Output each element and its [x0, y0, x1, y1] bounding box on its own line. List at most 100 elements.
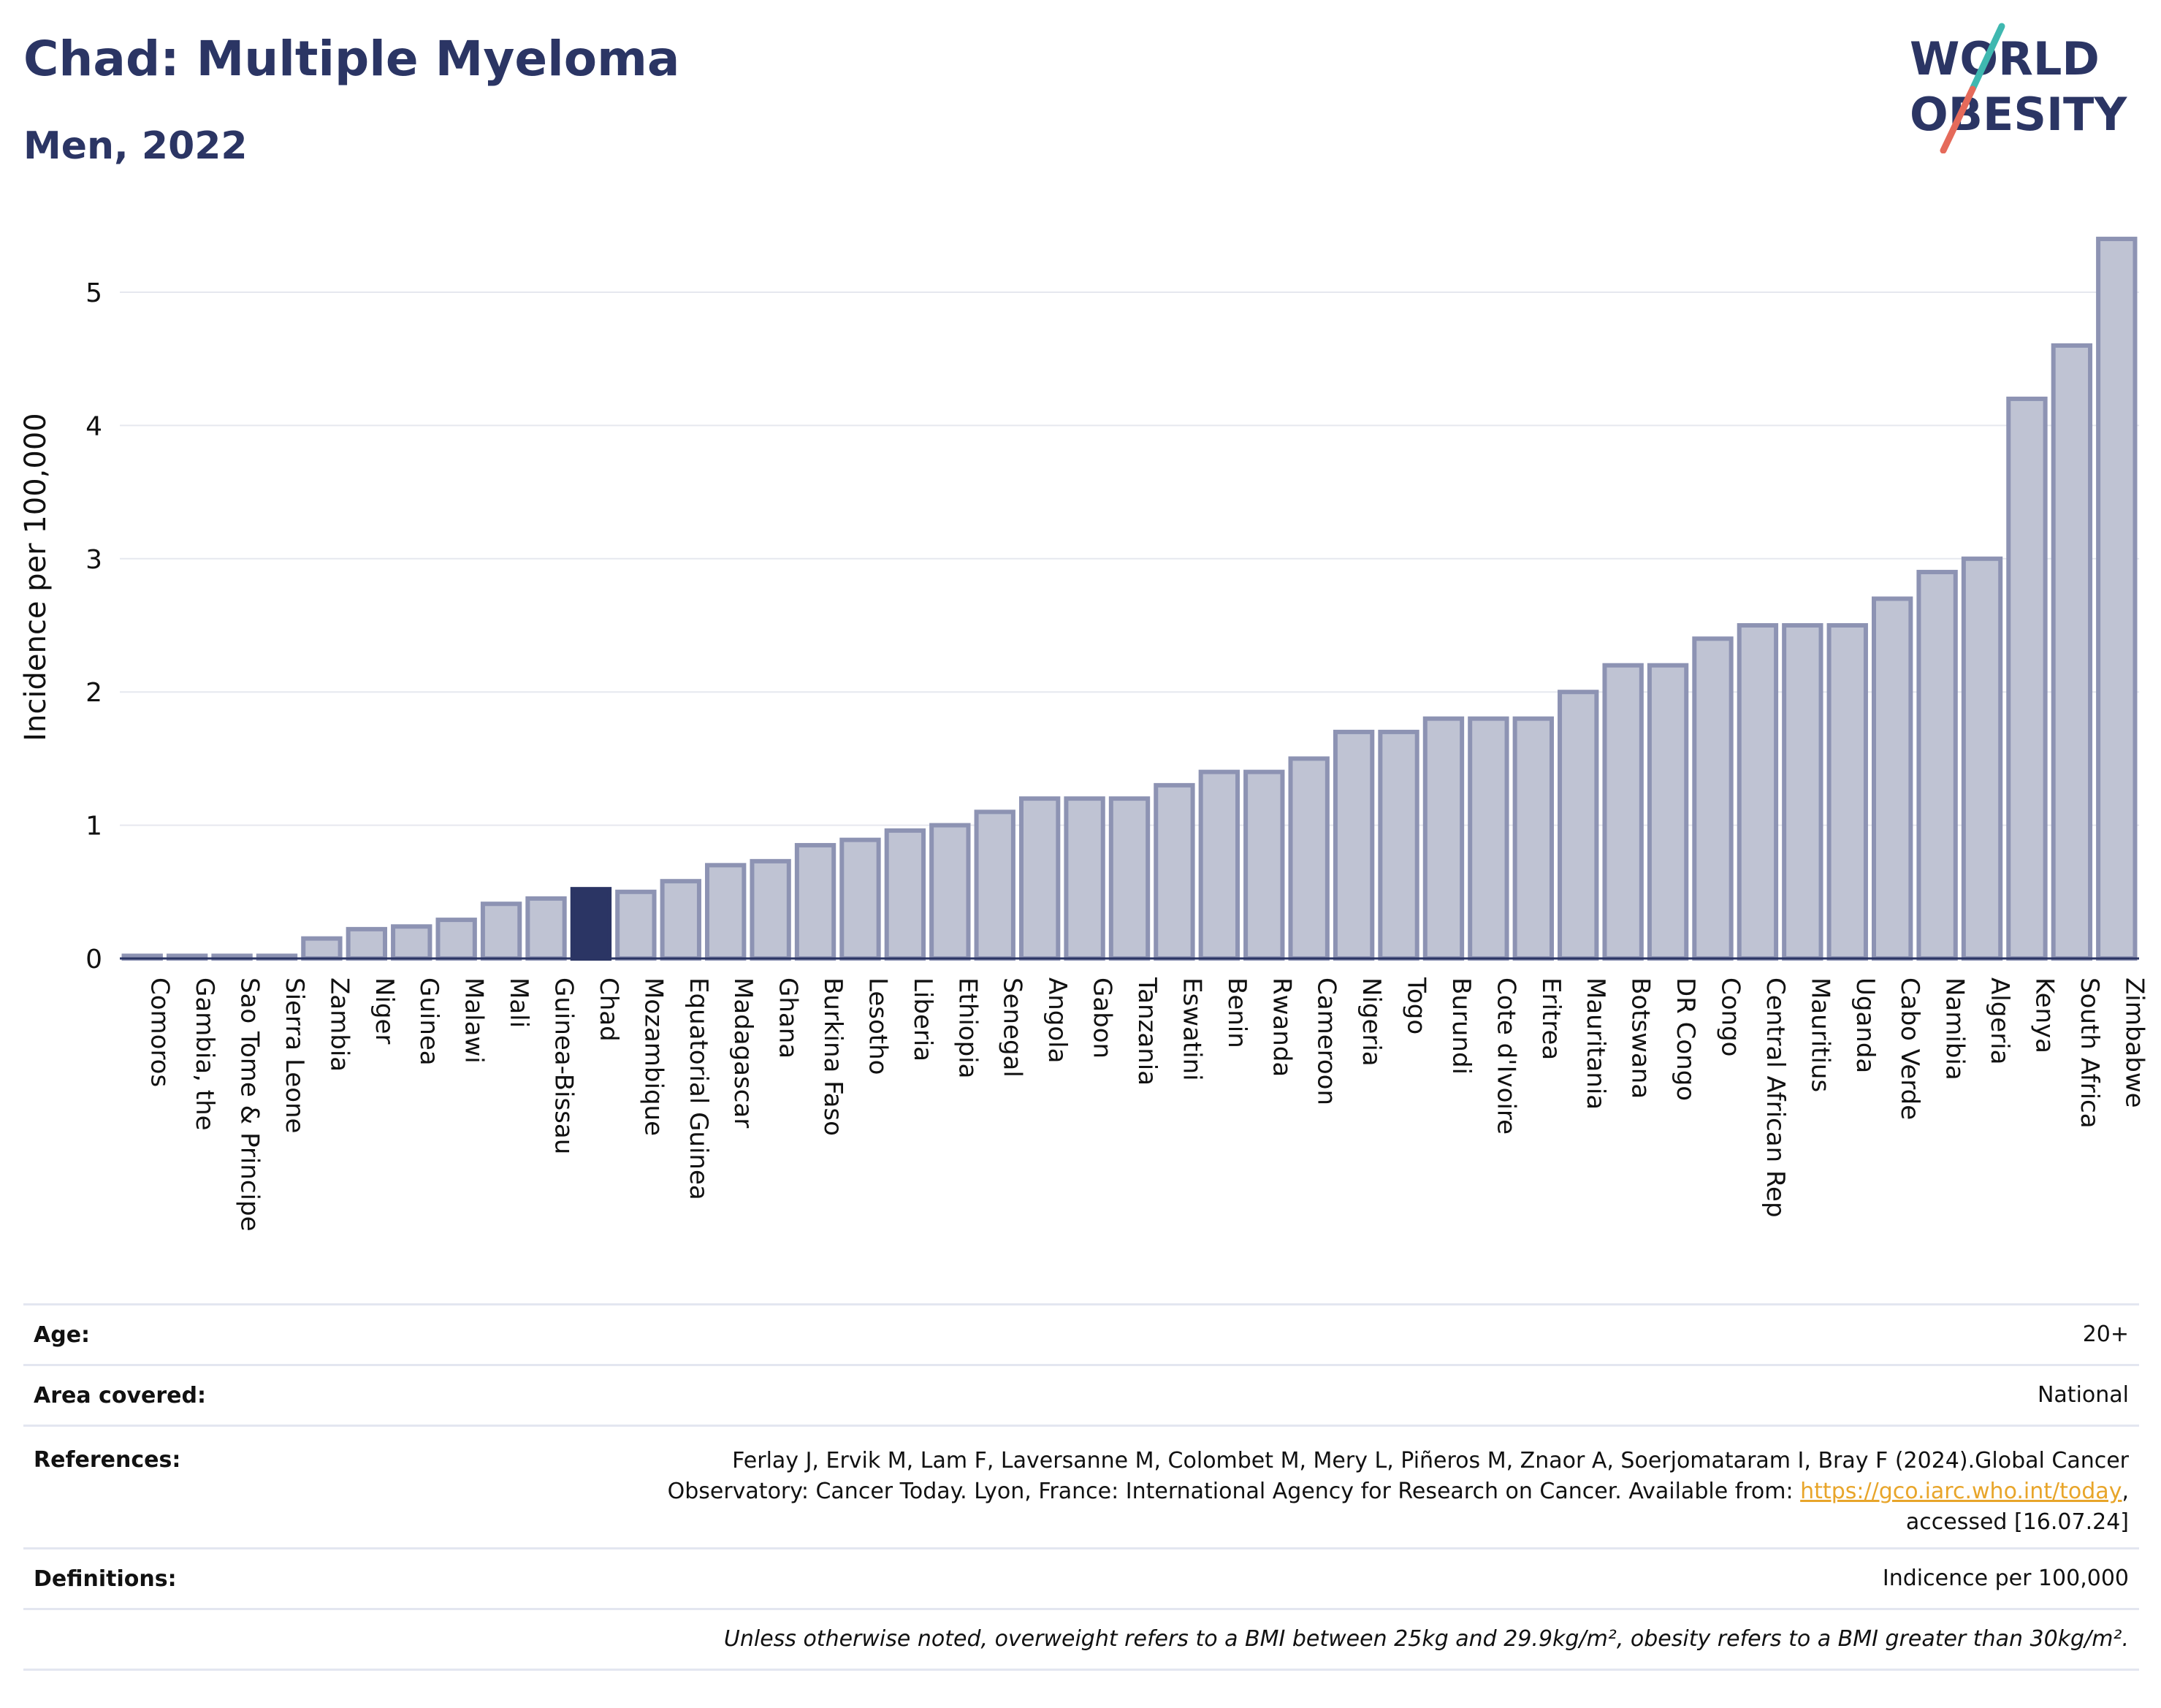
bar: [1243, 769, 1285, 961]
x-tick-label: Burundi: [1447, 977, 1476, 1075]
definitions-label: Definitions:: [34, 1566, 177, 1592]
bar: [1692, 636, 1734, 961]
bar: [1198, 769, 1240, 961]
y-tick-label: 2: [85, 678, 102, 708]
bar: [839, 837, 881, 961]
bar: [1961, 556, 2003, 961]
x-tick-label: Namibia: [1940, 977, 1970, 1080]
x-tick-label: Mozambique: [639, 977, 668, 1136]
x-axis-ticks: Comoros Gambia, the Sao Tome & Principe Sie…: [145, 977, 2149, 1232]
bar: [884, 828, 926, 961]
x-tick-label: South Africa: [2075, 977, 2104, 1129]
x-tick-label: Eritrea: [1536, 977, 1566, 1060]
bar: [660, 879, 701, 961]
page-title: Chad: Multiple Myeloma: [23, 31, 680, 87]
bar: [794, 842, 836, 961]
logo-line1: WORLD: [1910, 32, 2100, 85]
bar: [1288, 756, 1330, 961]
y-tick-label: 5: [85, 278, 102, 308]
x-tick-label: Benin: [1222, 977, 1251, 1048]
x-tick-label: Senegal: [998, 977, 1027, 1078]
x-tick-label: Mauritania: [1581, 977, 1610, 1110]
x-tick-label: Ghana: [774, 977, 803, 1059]
x-tick-label: Gambia, the: [190, 977, 219, 1131]
chart-bars: [121, 237, 2138, 961]
x-tick-label: Rwanda: [1267, 977, 1296, 1077]
bar: [301, 936, 343, 961]
x-tick-label: Niger: [370, 977, 399, 1044]
x-tick-label: Togo: [1402, 977, 1431, 1034]
x-tick-label: Algeria: [1985, 977, 2014, 1064]
x-tick-label: Ethiopia: [953, 977, 982, 1078]
x-tick-label: Tanzania: [1132, 977, 1162, 1086]
bar-chart: 0 1 2 3 4 5 Comoros Gambia, the Sao Tome & Prin…: [19, 237, 2149, 1232]
bar: [2051, 343, 2093, 961]
bar: [435, 918, 477, 961]
bar: [974, 809, 1015, 961]
bar: [1018, 796, 1061, 961]
x-tick-label: Madagascar: [728, 977, 758, 1128]
info-row-area: Area covered: National: [23, 1364, 2139, 1425]
y-tick-label: 4: [85, 411, 102, 441]
age-label: Age:: [34, 1322, 91, 1348]
x-tick-label: Zimbabwe: [2119, 977, 2149, 1108]
bar: [391, 924, 432, 961]
x-tick-label: Nigeria: [1357, 977, 1386, 1067]
x-tick-label: Zambia: [324, 977, 354, 1072]
y-axis-ticks: 0 1 2 3 4 5: [85, 278, 102, 975]
bar: [525, 896, 567, 961]
x-tick-label: Guinea-Bissau: [549, 977, 579, 1154]
y-tick-label: 3: [85, 545, 102, 575]
bar: [480, 901, 522, 961]
x-tick-label: Lesotho: [863, 977, 892, 1075]
bar: [1782, 623, 1823, 961]
x-tick-label: DR Congo: [1671, 977, 1700, 1101]
references-line2-text: Observatory: Cancer Today. Lyon, France:…: [667, 1479, 1801, 1504]
bar: [1333, 729, 1375, 961]
bar: [1916, 570, 1958, 961]
bar: [750, 858, 791, 961]
references-line1: Ferlay J, Ervik M, Lam F, Laversanne M, …: [732, 1448, 2129, 1473]
bmi-note: Unless otherwise noted, overweight refer…: [723, 1626, 2129, 1652]
info-row-definitions: Definitions: Indicence per 100,000: [23, 1547, 2139, 1608]
references-line2: Observatory: Cancer Today. Lyon, France:…: [668, 1476, 2129, 1507]
definitions-value: Indicence per 100,000: [1882, 1566, 2129, 1591]
info-row-note: Unless otherwise noted, overweight refer…: [23, 1608, 2139, 1671]
x-tick-label: Liberia: [908, 977, 937, 1061]
x-tick-label: Guinea: [414, 977, 443, 1066]
y-tick-label: 1: [85, 812, 102, 842]
bar: [1602, 663, 1644, 961]
bar: [1826, 623, 1868, 961]
logo-slash-teal: [1969, 23, 2005, 93]
bar: [929, 823, 971, 961]
references-value: Ferlay J, Ervik M, Lam F, Laversanne M, …: [668, 1446, 2139, 1538]
x-tick-label: Cameroon: [1312, 977, 1341, 1105]
page-subtitle: Men, 2022: [23, 124, 248, 168]
logo-line2: OBESITY: [1910, 88, 2127, 141]
info-row-age: Age: 20+: [23, 1303, 2139, 1364]
bar: [615, 889, 657, 961]
references-link[interactable]: https://gco.iarc.who.int/today: [1800, 1479, 2122, 1504]
logo-slash-coral: [1940, 85, 1976, 153]
x-tick-label: Kenya: [2029, 977, 2059, 1053]
x-tick-label: Malawi: [460, 977, 489, 1064]
x-tick-label: Comoros: [145, 977, 175, 1087]
bar: [1737, 623, 1779, 961]
x-tick-label: Mauritius: [1805, 977, 1834, 1092]
x-tick-label: Gabon: [1088, 977, 1117, 1059]
bar: [1647, 663, 1689, 961]
bar: [1871, 596, 1913, 961]
x-tick-label: Angola: [1043, 977, 1072, 1063]
age-value: 20+: [2082, 1322, 2129, 1347]
bar: [1422, 716, 1465, 961]
bar: [1558, 690, 1599, 961]
y-tick-label: 0: [85, 945, 102, 975]
x-tick-label: Central African Rep: [1761, 977, 1790, 1218]
x-tick-label: Sierra Leone: [280, 977, 309, 1133]
bar: [1108, 796, 1151, 961]
bar: [1468, 716, 1509, 961]
x-tick-label: Mali: [504, 977, 533, 1028]
bar-highlight: [570, 887, 612, 961]
bar: [1378, 729, 1419, 961]
references-label: References:: [34, 1447, 181, 1473]
